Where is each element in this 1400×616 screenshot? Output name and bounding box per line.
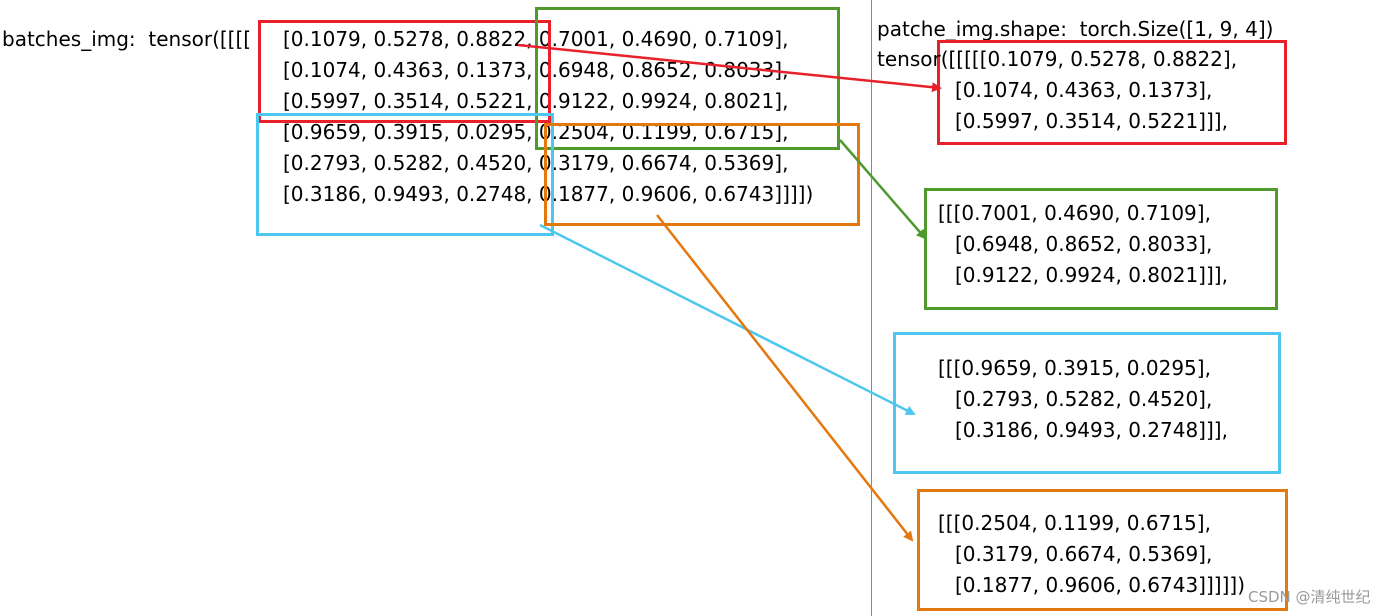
orange-patch-highlight [544, 123, 860, 226]
patch-3-line-2: [0.2793, 0.5282, 0.4520], [955, 387, 1213, 411]
patch-3-line-3: [0.3186, 0.9493, 0.2748]]], [955, 418, 1228, 442]
red-patch-highlight [258, 20, 551, 123]
orange-arrow [656, 214, 914, 542]
batches-img-label: batches_img: tensor([[[[ [2, 27, 252, 51]
batches-row-6: [0.3186, 0.9493, 0.2748, 0.1877, 0.9606,… [283, 182, 814, 206]
patch-4-line-3: [0.1877, 0.9606, 0.6743]]]]]) [955, 573, 1245, 597]
patch-2-line-1: [[[0.7001, 0.4690, 0.7109], [938, 201, 1211, 225]
batches-row-2: [0.1074, 0.4363, 0.1373, 0.6948, 0.8652,… [283, 58, 789, 82]
panel-divider [871, 0, 872, 616]
watermark: CSDN @清纯世纪 [1248, 588, 1371, 606]
cyan-arrow [539, 223, 916, 416]
patch-2-line-3: [0.9122, 0.9924, 0.8021]]], [955, 263, 1228, 287]
patch-1-line-3: [0.5997, 0.3514, 0.5221]]], [955, 109, 1228, 133]
patche-img-shape-line: patche_img.shape: torch.Size([1, 9, 4]) [877, 17, 1274, 41]
patch-4-line-2: [0.3179, 0.6674, 0.5369], [955, 542, 1213, 566]
patch-4-line-1: [[[0.2504, 0.1199, 0.6715], [938, 511, 1211, 535]
patch-1-line-2: [0.1074, 0.4363, 0.1373], [955, 78, 1213, 102]
green-arrow [839, 139, 927, 240]
green-patch-box [924, 188, 1278, 310]
orange-patch-box [917, 489, 1288, 611]
cyan-patch-highlight [256, 113, 554, 236]
red-patch-box [937, 40, 1287, 145]
patch-1-line-1: tensor([[[[[0.1079, 0.5278, 0.8822], [877, 47, 1238, 71]
batches-row-1: [0.1079, 0.5278, 0.8822, 0.7001, 0.4690,… [283, 27, 789, 51]
batches-row-3: [0.5997, 0.3514, 0.5221, 0.9122, 0.9924,… [283, 89, 789, 113]
patch-2-line-2: [0.6948, 0.8652, 0.8033], [955, 232, 1213, 256]
patch-3-line-1: [[[0.9659, 0.3915, 0.0295], [938, 356, 1211, 380]
red-arrow [517, 43, 942, 93]
